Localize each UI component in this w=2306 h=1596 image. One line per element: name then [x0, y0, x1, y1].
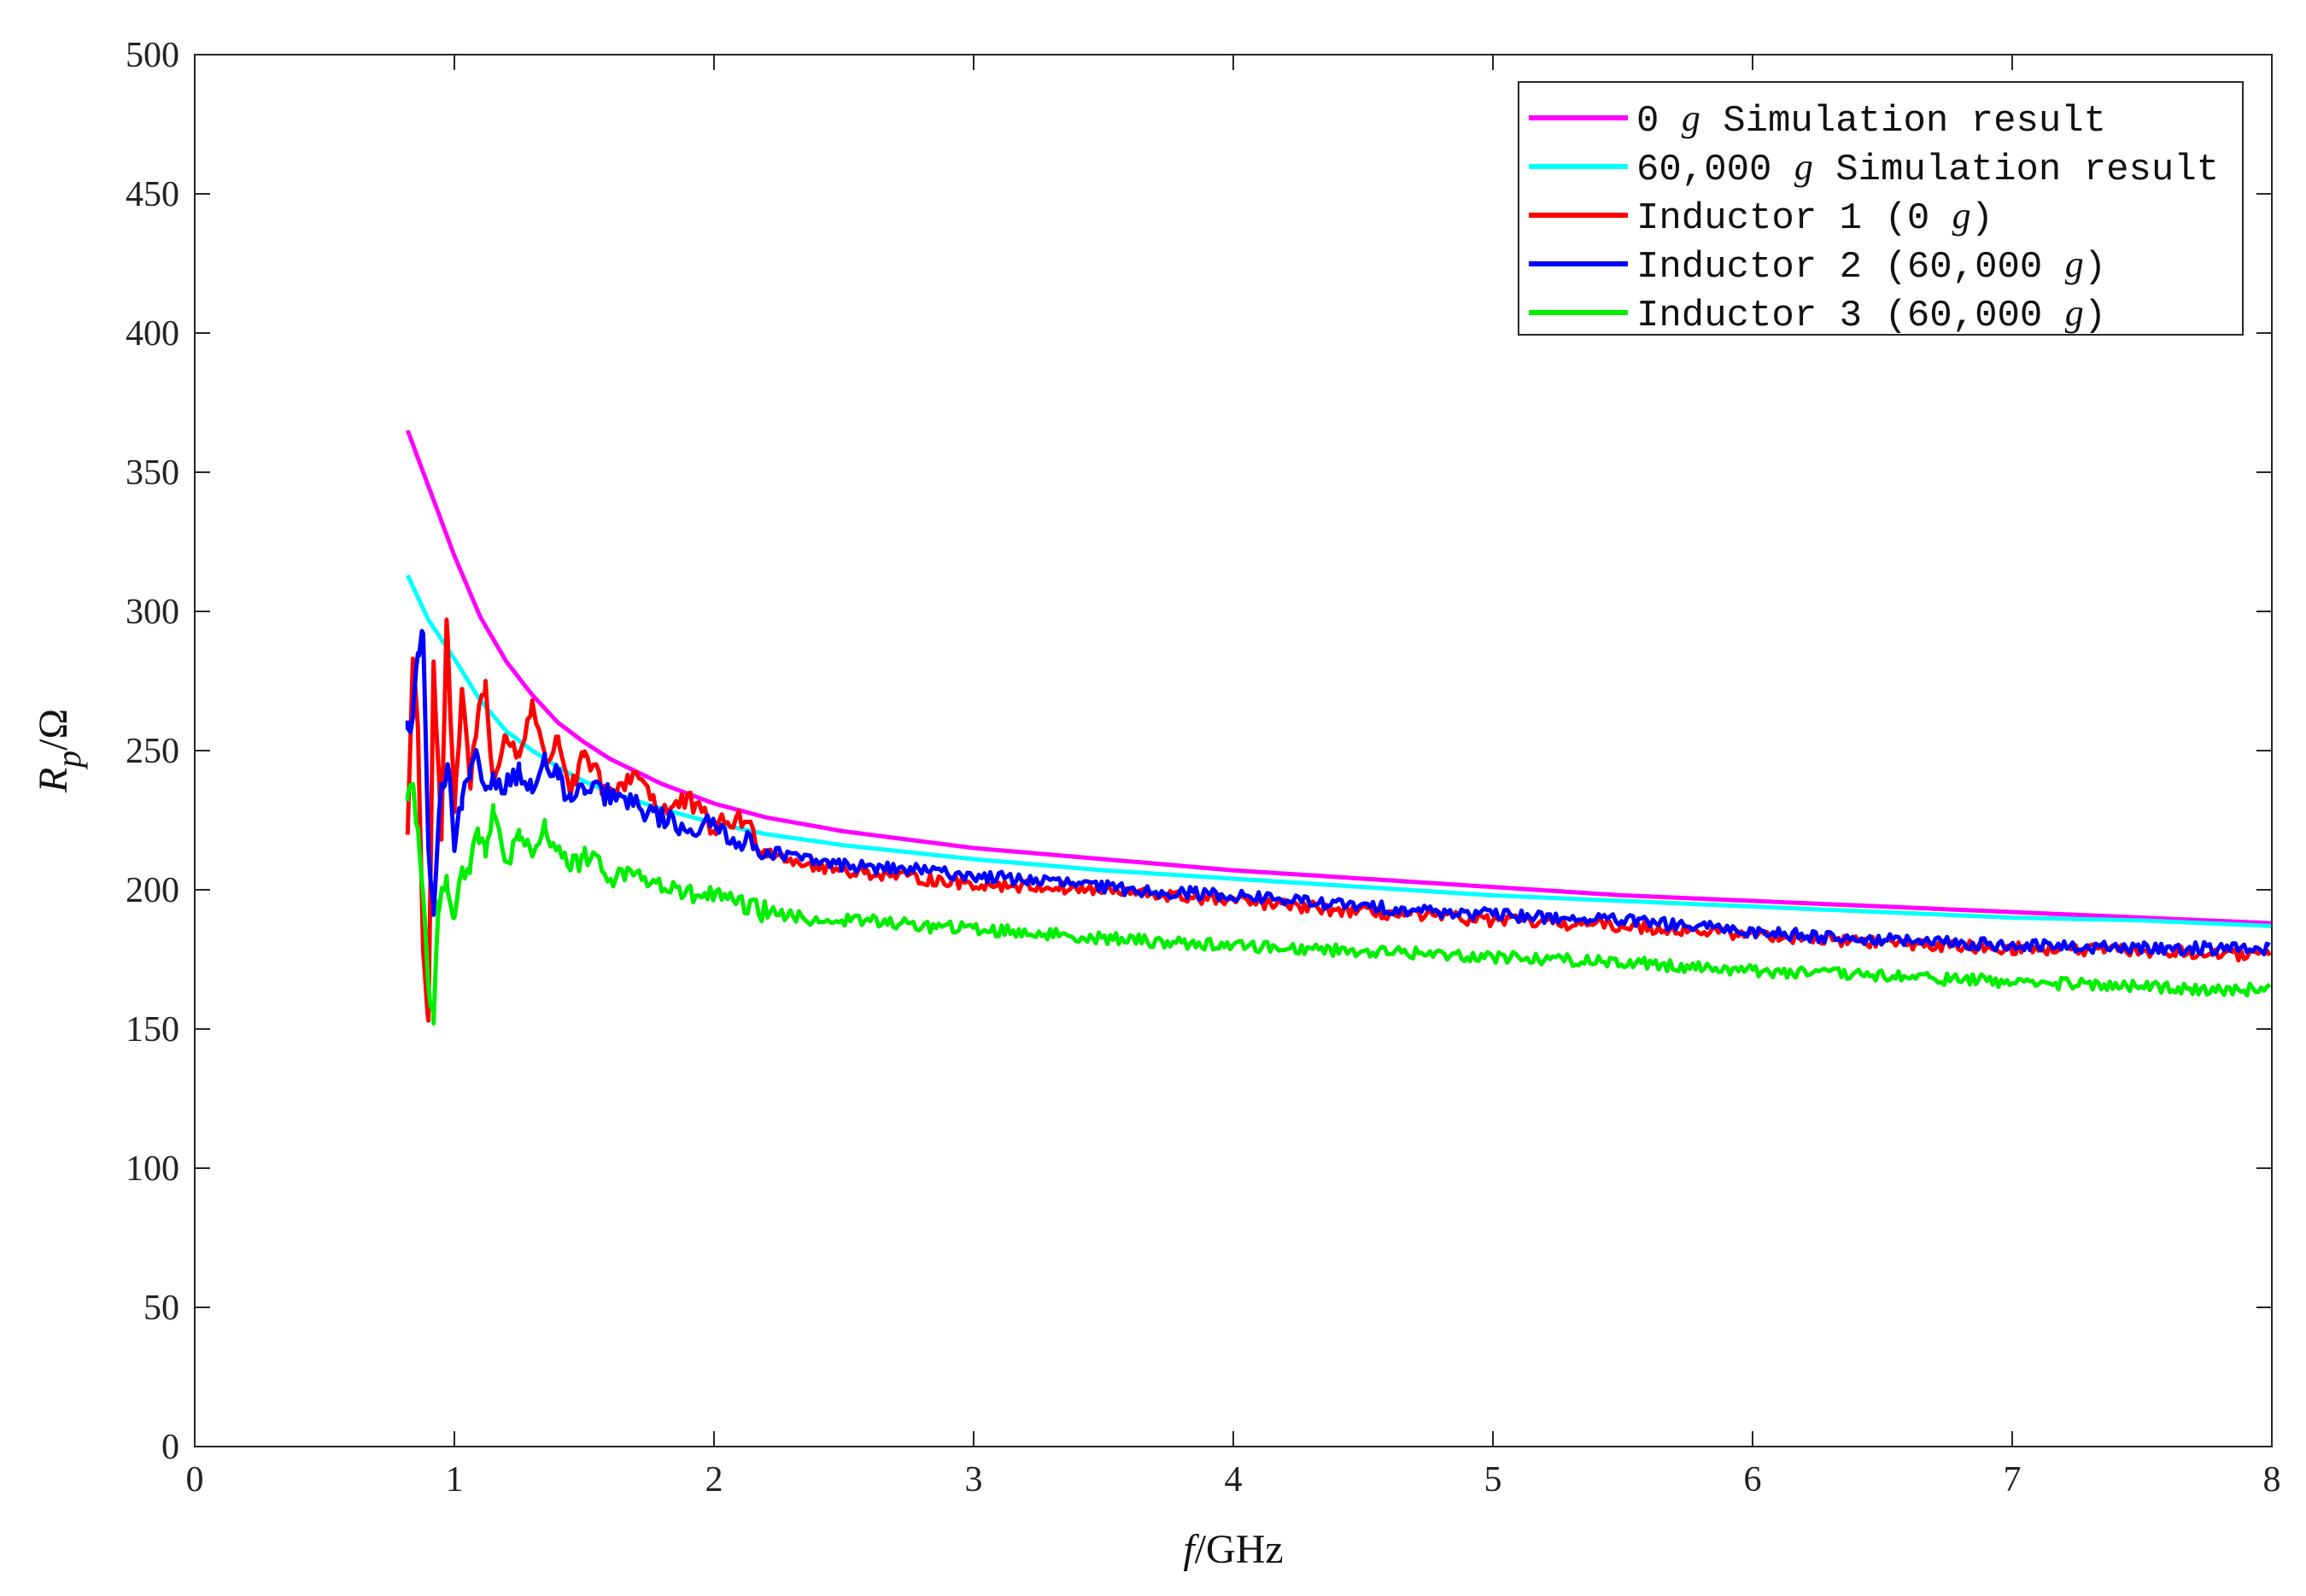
legend-label-part: 60,000 [1636, 149, 1794, 191]
y-tick-label: 150 [126, 1010, 179, 1049]
x-tick-label: 3 [965, 1460, 983, 1500]
x-tick-label: 5 [1484, 1460, 1502, 1500]
y-tick-label: 250 [126, 732, 179, 771]
y-tick-label: 400 [126, 314, 179, 354]
y-tick-label: 50 [143, 1289, 179, 1328]
legend-label-3: Inductor 1 (0 g) [1636, 195, 1993, 240]
legend-label-1: 0 g Simulation result [1636, 97, 2106, 143]
x-tick-label: 0 [186, 1460, 204, 1500]
legend-label-part: Inductor 3 (60,000 [1636, 295, 2065, 337]
legend-label-5: Inductor 3 (60,000 g) [1636, 292, 2106, 337]
legend-label-part: Inductor 2 (60,000 [1636, 246, 2065, 289]
y-axis-label-variable: R [31, 768, 76, 793]
legend-label-part: Inductor 1 (0 [1636, 197, 1952, 240]
legend-label-part: 0 [1636, 100, 1682, 143]
y-tick-label: 0 [161, 1428, 179, 1467]
x-tick-label: 8 [2263, 1460, 2281, 1500]
y-axis-label-subscript: p [50, 751, 88, 770]
legend-label-part: ) [2084, 246, 2106, 289]
series-lines [405, 430, 2273, 1026]
x-tick-label: 6 [1744, 1460, 1762, 1500]
x-tick-label: 2 [705, 1460, 723, 1500]
series-line-1 [405, 430, 2273, 926]
svg-text:Rp/Ω: Rp/Ω [31, 709, 88, 793]
x-tick-label: 7 [2004, 1460, 2022, 1500]
legend-label-part: ) [2084, 295, 2106, 337]
y-axis-tick-labels: 0 50 100 150 200 250 300 350 400 450 500 [126, 36, 179, 1467]
x-tick-label: 1 [446, 1460, 464, 1500]
y-tick-label: 350 [126, 453, 179, 493]
y-tick-label: 100 [126, 1149, 179, 1189]
y-tick-label: 200 [126, 871, 179, 910]
legend-label-part: g [1682, 97, 1700, 139]
axis-ticks [194, 54, 2273, 1447]
legend-label-part: g [2065, 292, 2084, 334]
y-tick-label: 500 [126, 36, 179, 75]
y-axis-label: Rp/Ω [31, 709, 88, 793]
x-tick-label: 4 [1225, 1460, 1243, 1500]
legend-label-part: Simulation result [1700, 100, 2106, 143]
y-axis-label-unit: /Ω [31, 709, 76, 751]
y-tick-label: 450 [126, 175, 179, 214]
legend-label-part: g [1794, 146, 1813, 188]
series-line-5 [405, 781, 2272, 1026]
legend-label-4: Inductor 2 (60,000 g) [1636, 243, 2106, 289]
legend-label-2: 60,000 g Simulation result [1636, 146, 2219, 191]
legend-label-part: ) [1971, 197, 1993, 240]
x-axis-label-unit: /GHz [1195, 1527, 1284, 1572]
y-tick-label: 300 [126, 593, 179, 632]
legend-box [1518, 81, 2244, 336]
legend-label-part: g [1952, 195, 1971, 237]
x-axis-tick-labels: 0 1 2 3 4 5 6 7 8 [186, 1460, 2281, 1500]
series-line-4 [405, 628, 2271, 956]
legend-label-part: g [2065, 243, 2084, 285]
legend-label-part: Simulation result [1813, 149, 2219, 191]
x-axis-label: f/GHz [1183, 1527, 1283, 1572]
